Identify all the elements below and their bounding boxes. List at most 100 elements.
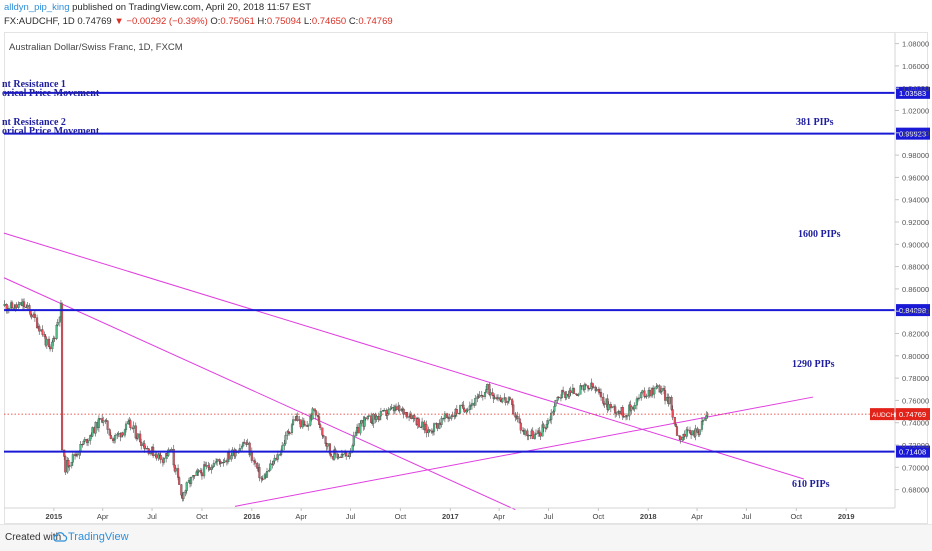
price-tick-label: 0.86000 <box>902 285 929 294</box>
low-value: 0.74650 <box>311 16 347 27</box>
candle-body <box>258 467 261 479</box>
candle-body <box>97 418 100 428</box>
candle-body <box>318 416 321 425</box>
candle-body <box>214 461 218 464</box>
level-price-tag <box>896 304 930 317</box>
candle <box>656 384 659 389</box>
candle <box>178 475 181 485</box>
candle <box>569 386 572 396</box>
candle-body <box>387 409 390 414</box>
candle <box>704 418 707 421</box>
candle-body <box>653 388 656 395</box>
candle-body <box>474 398 477 406</box>
candle-body <box>700 421 703 430</box>
candle-body <box>696 428 699 433</box>
candle <box>97 415 100 433</box>
candle-body <box>451 415 454 417</box>
candle <box>428 429 431 432</box>
candle <box>633 402 636 412</box>
candle <box>455 405 458 417</box>
candle-body <box>459 405 462 414</box>
trendline-1[interactable] <box>3 232 805 480</box>
candle-body <box>363 417 366 427</box>
candle-body <box>109 434 112 439</box>
candle-body <box>53 338 56 340</box>
candle <box>243 438 246 444</box>
candle-body <box>618 411 621 414</box>
candle-body <box>56 322 59 326</box>
candle-body <box>413 415 416 419</box>
candle-body <box>383 409 386 412</box>
candle <box>640 392 643 401</box>
current-price-line: AUDCHF 0.74769 <box>4 408 930 421</box>
candle <box>140 438 143 450</box>
candle-body <box>248 442 251 456</box>
candle-body <box>610 406 613 409</box>
candle-body <box>76 454 79 456</box>
candle <box>359 420 362 436</box>
candle-body <box>372 413 375 424</box>
candle-body <box>337 456 340 459</box>
candle <box>580 385 583 390</box>
candle-body <box>670 397 673 410</box>
candle <box>568 387 571 399</box>
candle-body <box>98 418 102 420</box>
tradingview-brand-link[interactable]: TradingView <box>68 531 129 543</box>
candle-body <box>539 432 542 437</box>
candle-body <box>506 400 509 403</box>
candle-body <box>421 421 424 428</box>
candle-body <box>664 390 667 401</box>
candle <box>5 303 8 314</box>
candle-body <box>641 390 644 393</box>
candle-body <box>296 416 299 421</box>
candle <box>670 395 673 412</box>
candle <box>60 302 64 452</box>
pips-label-1290: 1290 PIPs <box>792 359 835 370</box>
pips-label-610: 610 PIPs <box>792 479 830 490</box>
candle <box>328 443 331 457</box>
candle <box>144 445 147 450</box>
candle <box>643 387 646 399</box>
price-tick-label: 1.04000 <box>902 84 929 93</box>
candle-body <box>246 442 249 445</box>
candle <box>109 432 112 440</box>
horizontal-levels[interactable]: 1.03583 0.99923 0.84098 0.71408 <box>4 86 930 458</box>
level-price-label: 1.03583 <box>899 89 926 98</box>
candle <box>106 420 109 434</box>
candle <box>45 338 48 349</box>
time-tick-label: Jul <box>544 512 554 521</box>
candle <box>413 414 416 422</box>
candle <box>688 426 692 435</box>
candle <box>98 418 102 421</box>
candle <box>205 461 208 470</box>
candle-body <box>326 443 329 447</box>
candle-body <box>357 426 360 434</box>
candle <box>425 420 428 438</box>
candle-body <box>155 454 158 459</box>
candle <box>216 458 219 466</box>
candle <box>683 430 686 440</box>
candle-body <box>675 426 679 436</box>
trendlines[interactable] <box>3 232 814 511</box>
price-tick-label: 0.96000 <box>902 173 929 182</box>
candle <box>529 434 532 440</box>
candle-body <box>185 482 188 491</box>
candle-body <box>562 390 565 393</box>
candle-body <box>658 385 661 393</box>
candle-body <box>205 465 208 467</box>
trendline-2[interactable] <box>3 277 516 511</box>
candle-body <box>398 405 401 411</box>
candle-body <box>584 384 587 386</box>
candle <box>284 431 287 446</box>
candle-body <box>621 407 624 417</box>
candle-body <box>299 419 302 428</box>
candle <box>527 434 530 441</box>
candle-body <box>228 452 231 460</box>
candle-body <box>438 422 441 429</box>
candle-body <box>432 423 436 432</box>
author-link[interactable]: alldyn_pip_king <box>4 2 70 13</box>
candle-body <box>643 390 646 397</box>
annotation-historical-1: orical Price Movement <box>2 88 100 99</box>
candle-body <box>230 455 233 460</box>
